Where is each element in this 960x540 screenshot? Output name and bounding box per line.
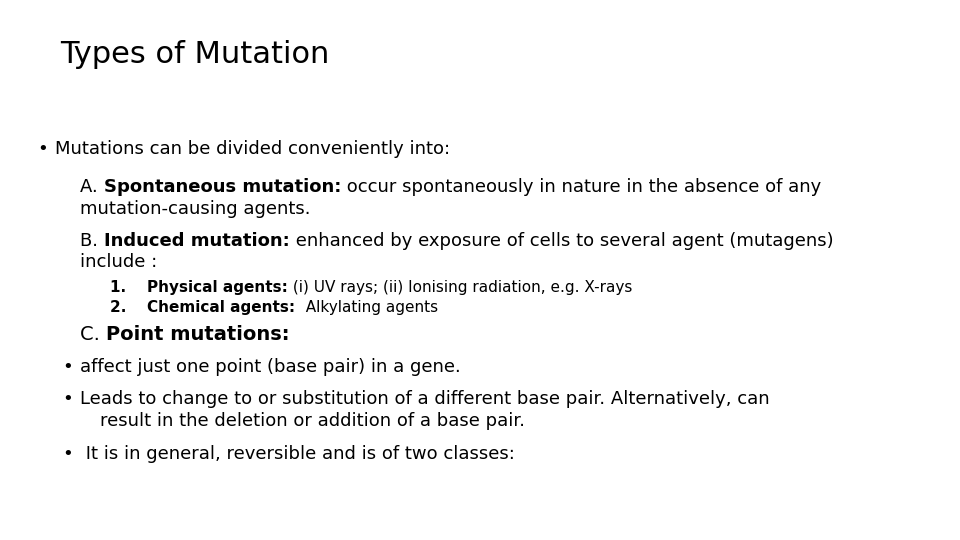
Text: Leads to change to or substitution of a different base pair. Alternatively, can: Leads to change to or substitution of a … [80,390,770,408]
Text: Mutations can be divided conveniently into:: Mutations can be divided conveniently in… [55,140,450,158]
Text: B.: B. [80,232,104,250]
Text: result in the deletion or addition of a base pair.: result in the deletion or addition of a … [100,412,525,430]
Text: include :: include : [80,253,157,271]
Text: occur spontaneously in nature in the absence of any: occur spontaneously in nature in the abs… [341,178,821,196]
Text: Chemical agents:: Chemical agents: [148,300,296,315]
Text: It is in general, reversible and is of two classes:: It is in general, reversible and is of t… [80,445,515,463]
Text: (i) UV rays; (ii) Ionising radiation, e.g. X-rays: (i) UV rays; (ii) Ionising radiation, e.… [288,280,633,295]
Text: Induced mutation:: Induced mutation: [104,232,290,250]
Text: Physical agents:: Physical agents: [147,280,288,295]
Text: 2.: 2. [110,300,148,315]
Text: C.: C. [80,325,107,344]
Text: •: • [62,445,73,463]
Text: Spontaneous mutation:: Spontaneous mutation: [104,178,341,196]
Text: •: • [62,358,73,376]
Text: Point mutations:: Point mutations: [107,325,290,344]
Text: enhanced by exposure of cells to several agent (mutagens): enhanced by exposure of cells to several… [290,232,833,250]
Text: Types of Mutation: Types of Mutation [60,40,329,69]
Text: mutation-causing agents.: mutation-causing agents. [80,200,310,218]
Text: •: • [62,390,73,408]
Text: affect just one point (base pair) in a gene.: affect just one point (base pair) in a g… [80,358,461,376]
Text: A.: A. [80,178,104,196]
Text: 1.: 1. [110,280,147,295]
Text: Alkylating agents: Alkylating agents [296,300,438,315]
Text: •: • [37,140,48,158]
